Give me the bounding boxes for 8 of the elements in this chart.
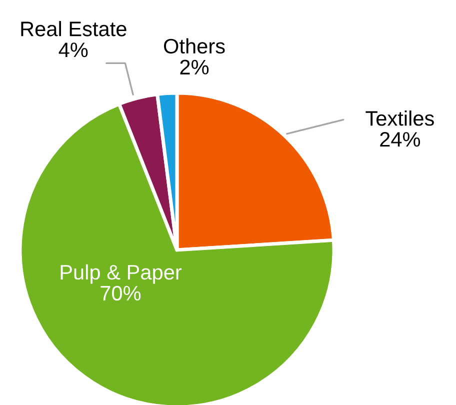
slice-label: Pulp & Paper xyxy=(60,264,182,284)
data-label: 4% xyxy=(58,42,88,58)
slice-label: Textiles xyxy=(366,110,434,126)
slice-label: Real Estate xyxy=(21,21,126,36)
data-label: 2% xyxy=(180,60,209,74)
slice-label: Others xyxy=(164,38,225,54)
data-label: 24% xyxy=(380,132,420,147)
data-label: 70% xyxy=(100,286,141,301)
